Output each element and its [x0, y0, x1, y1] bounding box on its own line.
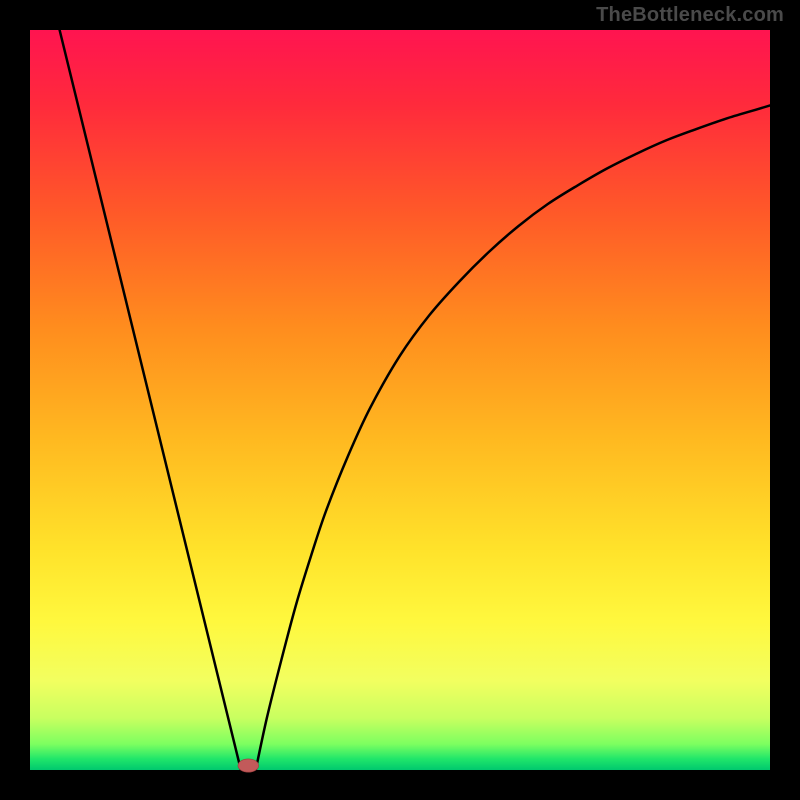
- watermark-text: TheBottleneck.com: [596, 4, 784, 27]
- chart-container: { "meta": { "watermark_text": "TheBottle…: [0, 0, 800, 800]
- optimum-marker: [238, 759, 259, 772]
- bottleneck-curve-chart: [0, 0, 800, 800]
- chart-background-gradient: [30, 30, 770, 770]
